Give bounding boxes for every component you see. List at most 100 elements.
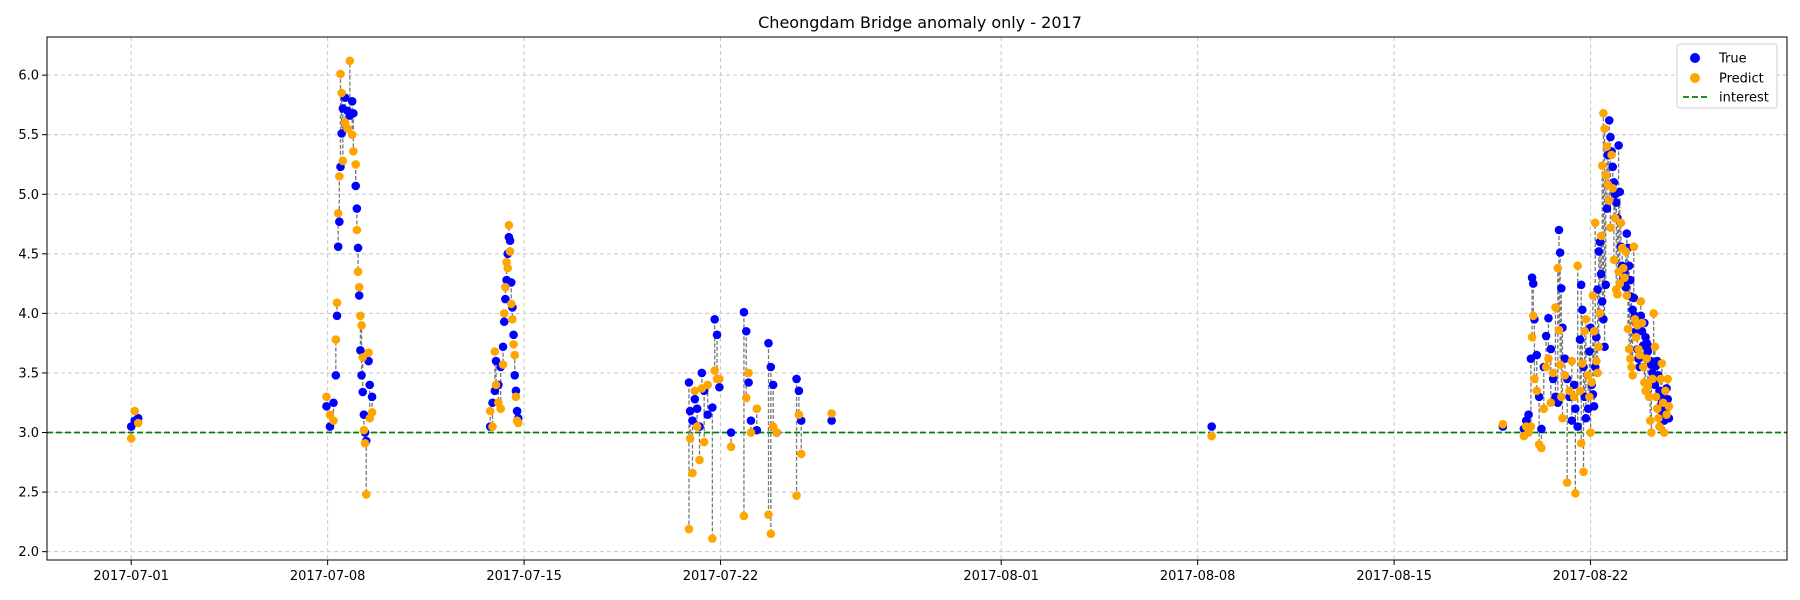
predict-point xyxy=(1629,242,1639,251)
predict-point xyxy=(352,225,362,235)
predict-point xyxy=(1581,315,1591,324)
true-point xyxy=(739,307,749,317)
predict-point xyxy=(1661,386,1670,396)
plot-frame xyxy=(46,36,1788,561)
predict-point xyxy=(1651,392,1661,402)
true-point xyxy=(365,380,375,390)
true-point xyxy=(1557,284,1566,293)
predict-point xyxy=(1622,291,1632,300)
predict-point xyxy=(1544,354,1553,363)
y-tick-label: 4.5 xyxy=(18,247,39,262)
predict-point xyxy=(513,418,523,428)
predict-point xyxy=(354,282,364,292)
predict-point xyxy=(1528,311,1538,321)
predict-point xyxy=(684,524,694,534)
chart-title: Cheongdam Bridge anomaly only - 2017 xyxy=(758,13,1082,32)
predict-point xyxy=(1569,392,1579,402)
true-point xyxy=(766,362,776,372)
predict-point xyxy=(827,409,836,418)
predict-point xyxy=(692,422,702,431)
predict-point xyxy=(1551,303,1560,312)
true-point xyxy=(1611,198,1621,207)
predict-point xyxy=(504,220,514,230)
true-point xyxy=(1597,297,1607,306)
predict-point xyxy=(358,353,368,362)
true-point xyxy=(827,416,836,425)
x-tick-label: 2017-07-08 xyxy=(290,569,366,584)
true-point xyxy=(367,392,377,402)
legend-interest-label: interest xyxy=(1719,91,1769,106)
y-tick-label: 3.5 xyxy=(18,366,39,381)
predict-point xyxy=(1560,371,1570,380)
true-point xyxy=(510,371,520,380)
true-point xyxy=(337,129,346,138)
true-point xyxy=(1555,248,1565,257)
predict-point xyxy=(1590,218,1600,228)
predict-point xyxy=(359,425,369,435)
predict-point xyxy=(772,428,781,437)
legend-predict-label: Predict xyxy=(1719,72,1764,87)
y-tick-label: 3.0 xyxy=(18,426,39,441)
true-point xyxy=(1615,187,1625,197)
true-point xyxy=(1596,269,1606,279)
predict-point xyxy=(1648,374,1657,384)
predict-point xyxy=(503,263,513,273)
connector-layer xyxy=(130,60,1670,539)
predict-point xyxy=(333,209,343,218)
predict-point xyxy=(1621,247,1630,256)
predict-point xyxy=(1610,213,1620,223)
predict-point xyxy=(322,392,331,402)
predict-point xyxy=(1626,354,1635,363)
y-tick-label: 5.5 xyxy=(18,128,39,143)
true-point xyxy=(358,387,368,397)
predict-point xyxy=(1652,404,1662,413)
predict-point xyxy=(335,172,344,181)
predict-point xyxy=(1546,398,1556,408)
predict-point xyxy=(796,449,806,459)
true-point xyxy=(1541,331,1551,341)
true-point xyxy=(329,398,338,408)
x-tick-label: 2017-07-22 xyxy=(683,569,759,584)
predict-point xyxy=(1642,354,1651,363)
true-point xyxy=(1524,410,1533,419)
true-point xyxy=(712,330,722,340)
predict-point xyxy=(685,434,695,443)
predict-point xyxy=(1548,368,1558,378)
predict-point xyxy=(1576,438,1586,448)
true-point xyxy=(501,294,510,304)
y-tick-label: 6.0 xyxy=(18,69,39,84)
predict-point xyxy=(1631,332,1641,342)
predict-point xyxy=(703,380,712,390)
predict-point xyxy=(510,350,520,360)
predict-point xyxy=(695,455,704,465)
predict-point xyxy=(792,491,801,500)
true-point xyxy=(1571,404,1580,413)
predict-point xyxy=(511,392,521,402)
true-point xyxy=(1601,280,1611,290)
true-point xyxy=(1528,279,1538,288)
grid-layer xyxy=(47,37,1787,560)
predict-point xyxy=(1588,291,1598,300)
predict-point xyxy=(741,393,751,403)
predict-point xyxy=(349,147,358,156)
predict-point xyxy=(1662,410,1671,419)
predict-point xyxy=(336,69,345,79)
predict-point xyxy=(1613,290,1622,299)
predict-point xyxy=(1601,170,1611,180)
predict-point xyxy=(490,347,500,356)
true-point xyxy=(335,217,344,226)
predict-point xyxy=(1571,488,1580,498)
predict-point xyxy=(1615,279,1625,288)
x-tick-label: 2017-07-01 xyxy=(93,569,169,584)
predict-point xyxy=(508,315,517,324)
predict-point xyxy=(485,406,495,416)
true-point xyxy=(690,394,700,404)
predict-point xyxy=(1594,342,1604,352)
predict-point xyxy=(130,406,140,416)
true-point xyxy=(357,371,366,380)
predict-point xyxy=(1620,273,1629,282)
predict-point xyxy=(338,156,348,166)
predict-point xyxy=(367,407,377,417)
predict-point xyxy=(1580,326,1590,336)
true-point xyxy=(1594,247,1604,256)
